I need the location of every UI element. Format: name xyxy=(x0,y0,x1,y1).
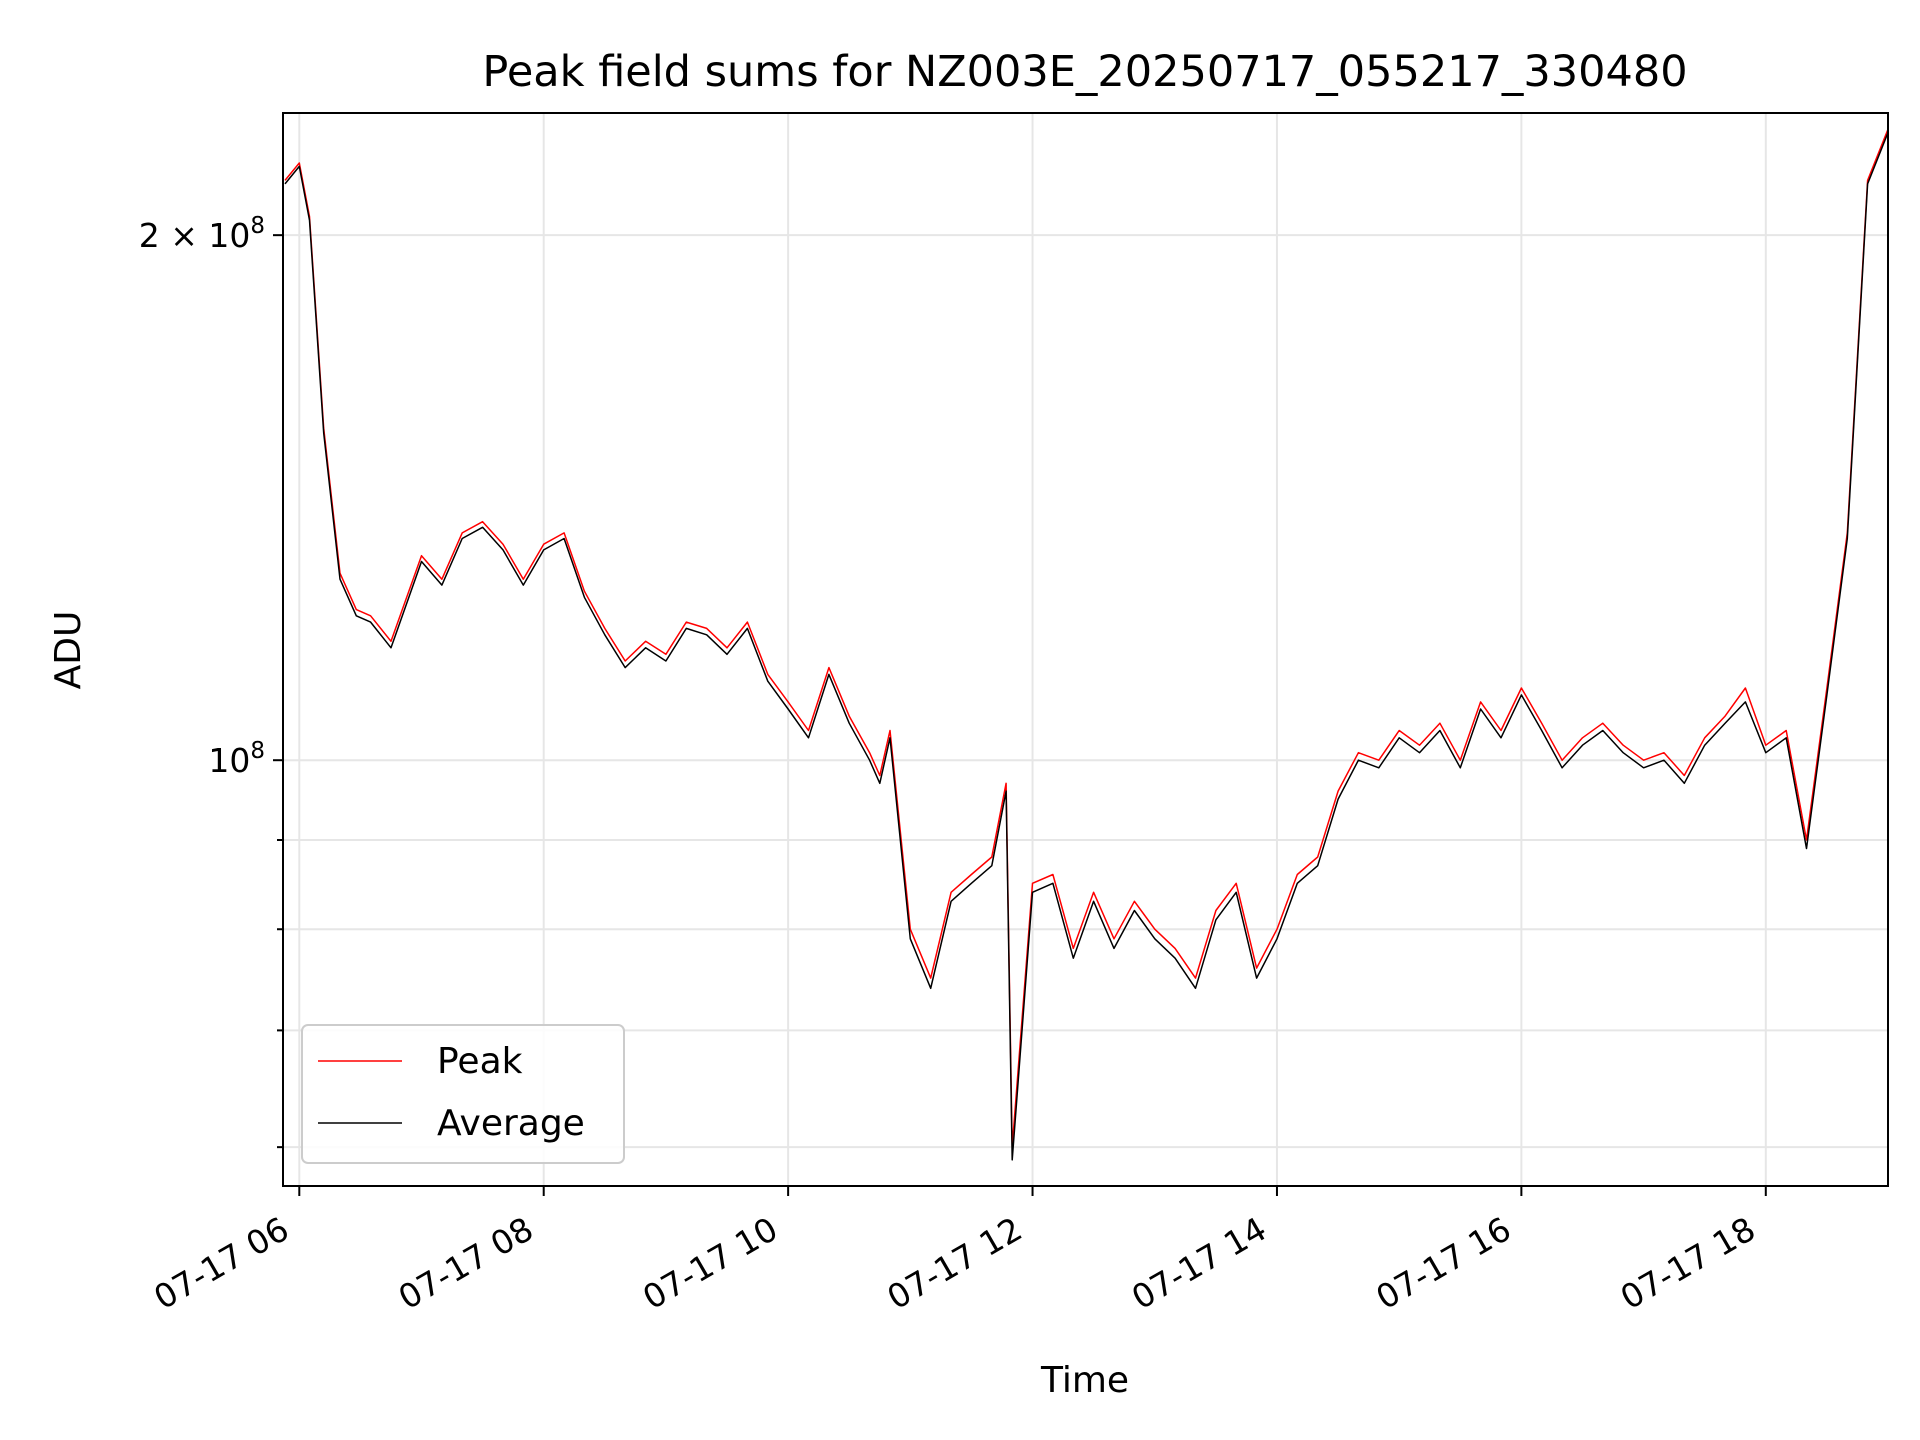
legend-label-average: Average xyxy=(437,1103,585,1144)
y-tick-label: 2 × 108 xyxy=(139,213,265,255)
series-layer xyxy=(284,129,1889,1161)
legend-box xyxy=(301,1024,625,1164)
legend-label-peak: Peak xyxy=(437,1041,523,1082)
series-line-average xyxy=(284,132,1889,1161)
series-line-peak xyxy=(284,129,1889,1148)
chart-title: Peak field sums for NZ003E_20250717_0552… xyxy=(482,47,1687,97)
y-tick-label: 108 xyxy=(208,738,265,780)
legend: Peak Average xyxy=(301,1024,625,1164)
plot-frame xyxy=(282,112,1889,1187)
x-axis-label: Time xyxy=(1040,1360,1129,1401)
y-axis-label: ADU xyxy=(48,611,89,690)
